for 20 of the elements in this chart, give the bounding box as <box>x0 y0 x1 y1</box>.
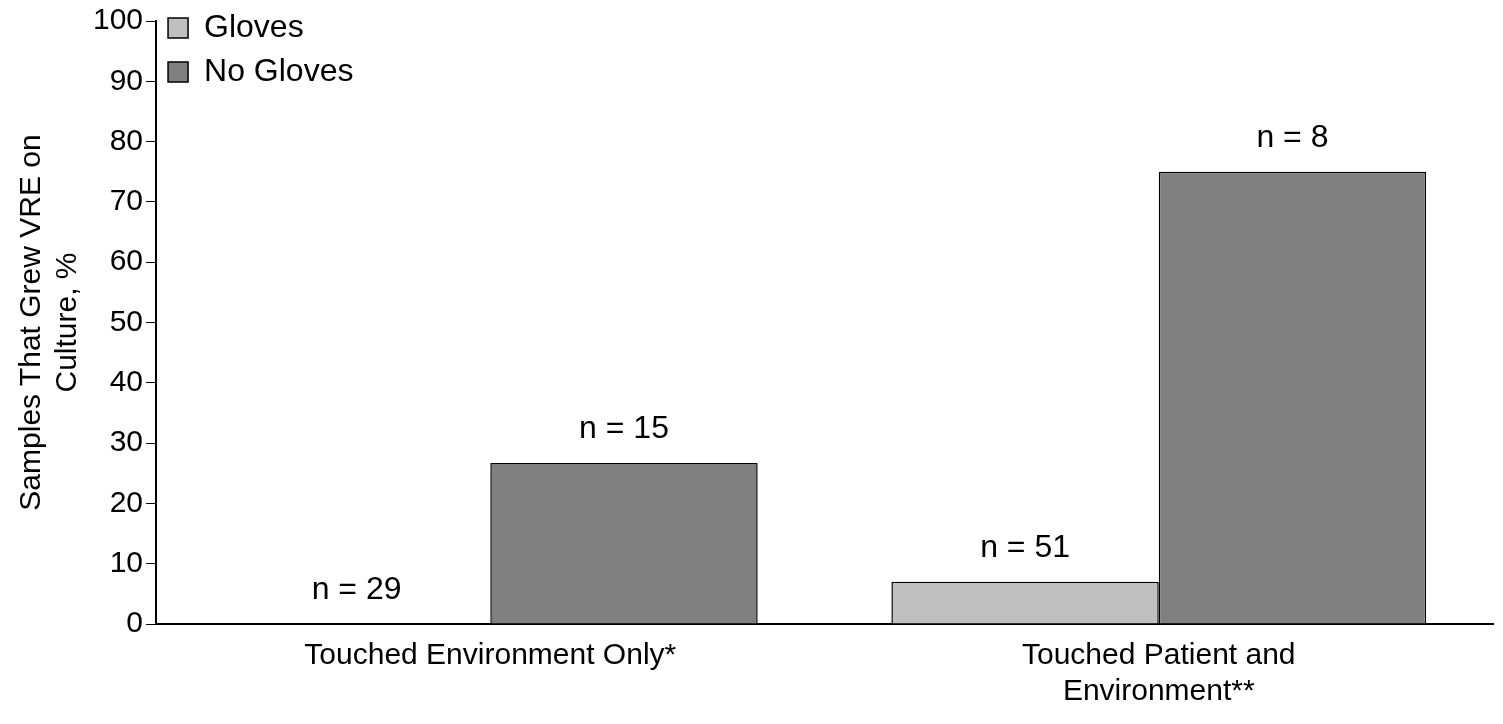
y-tick-label: 50 <box>109 303 144 337</box>
y-tick-label: 80 <box>109 122 144 156</box>
y-tick-label: 30 <box>109 424 144 458</box>
legend-label: Gloves <box>204 7 304 44</box>
y-tick-label: 0 <box>126 605 144 639</box>
x-tick-label: Touched Environment Only* <box>304 637 677 671</box>
y-tick-label: 10 <box>109 544 144 578</box>
legend-label: No Gloves <box>204 51 354 88</box>
x-tick-label: Touched Patient and Environment** <box>1021 637 1296 707</box>
y-tick-label: 100 <box>92 2 144 36</box>
y-tick-label: 60 <box>109 243 144 277</box>
annotation: n = 15 <box>579 408 669 445</box>
y-tick-label: 70 <box>109 183 144 217</box>
y-tick-label: 20 <box>109 484 144 518</box>
y-tick-label: 40 <box>109 364 144 398</box>
annotation: n = 8 <box>1256 117 1329 154</box>
y-tick-label: 90 <box>109 62 144 96</box>
y-axis-title: Samples That Grew VRE on Culture, % <box>13 134 83 511</box>
annotation: n = 29 <box>311 569 402 606</box>
annotation: n = 51 <box>980 527 1070 564</box>
